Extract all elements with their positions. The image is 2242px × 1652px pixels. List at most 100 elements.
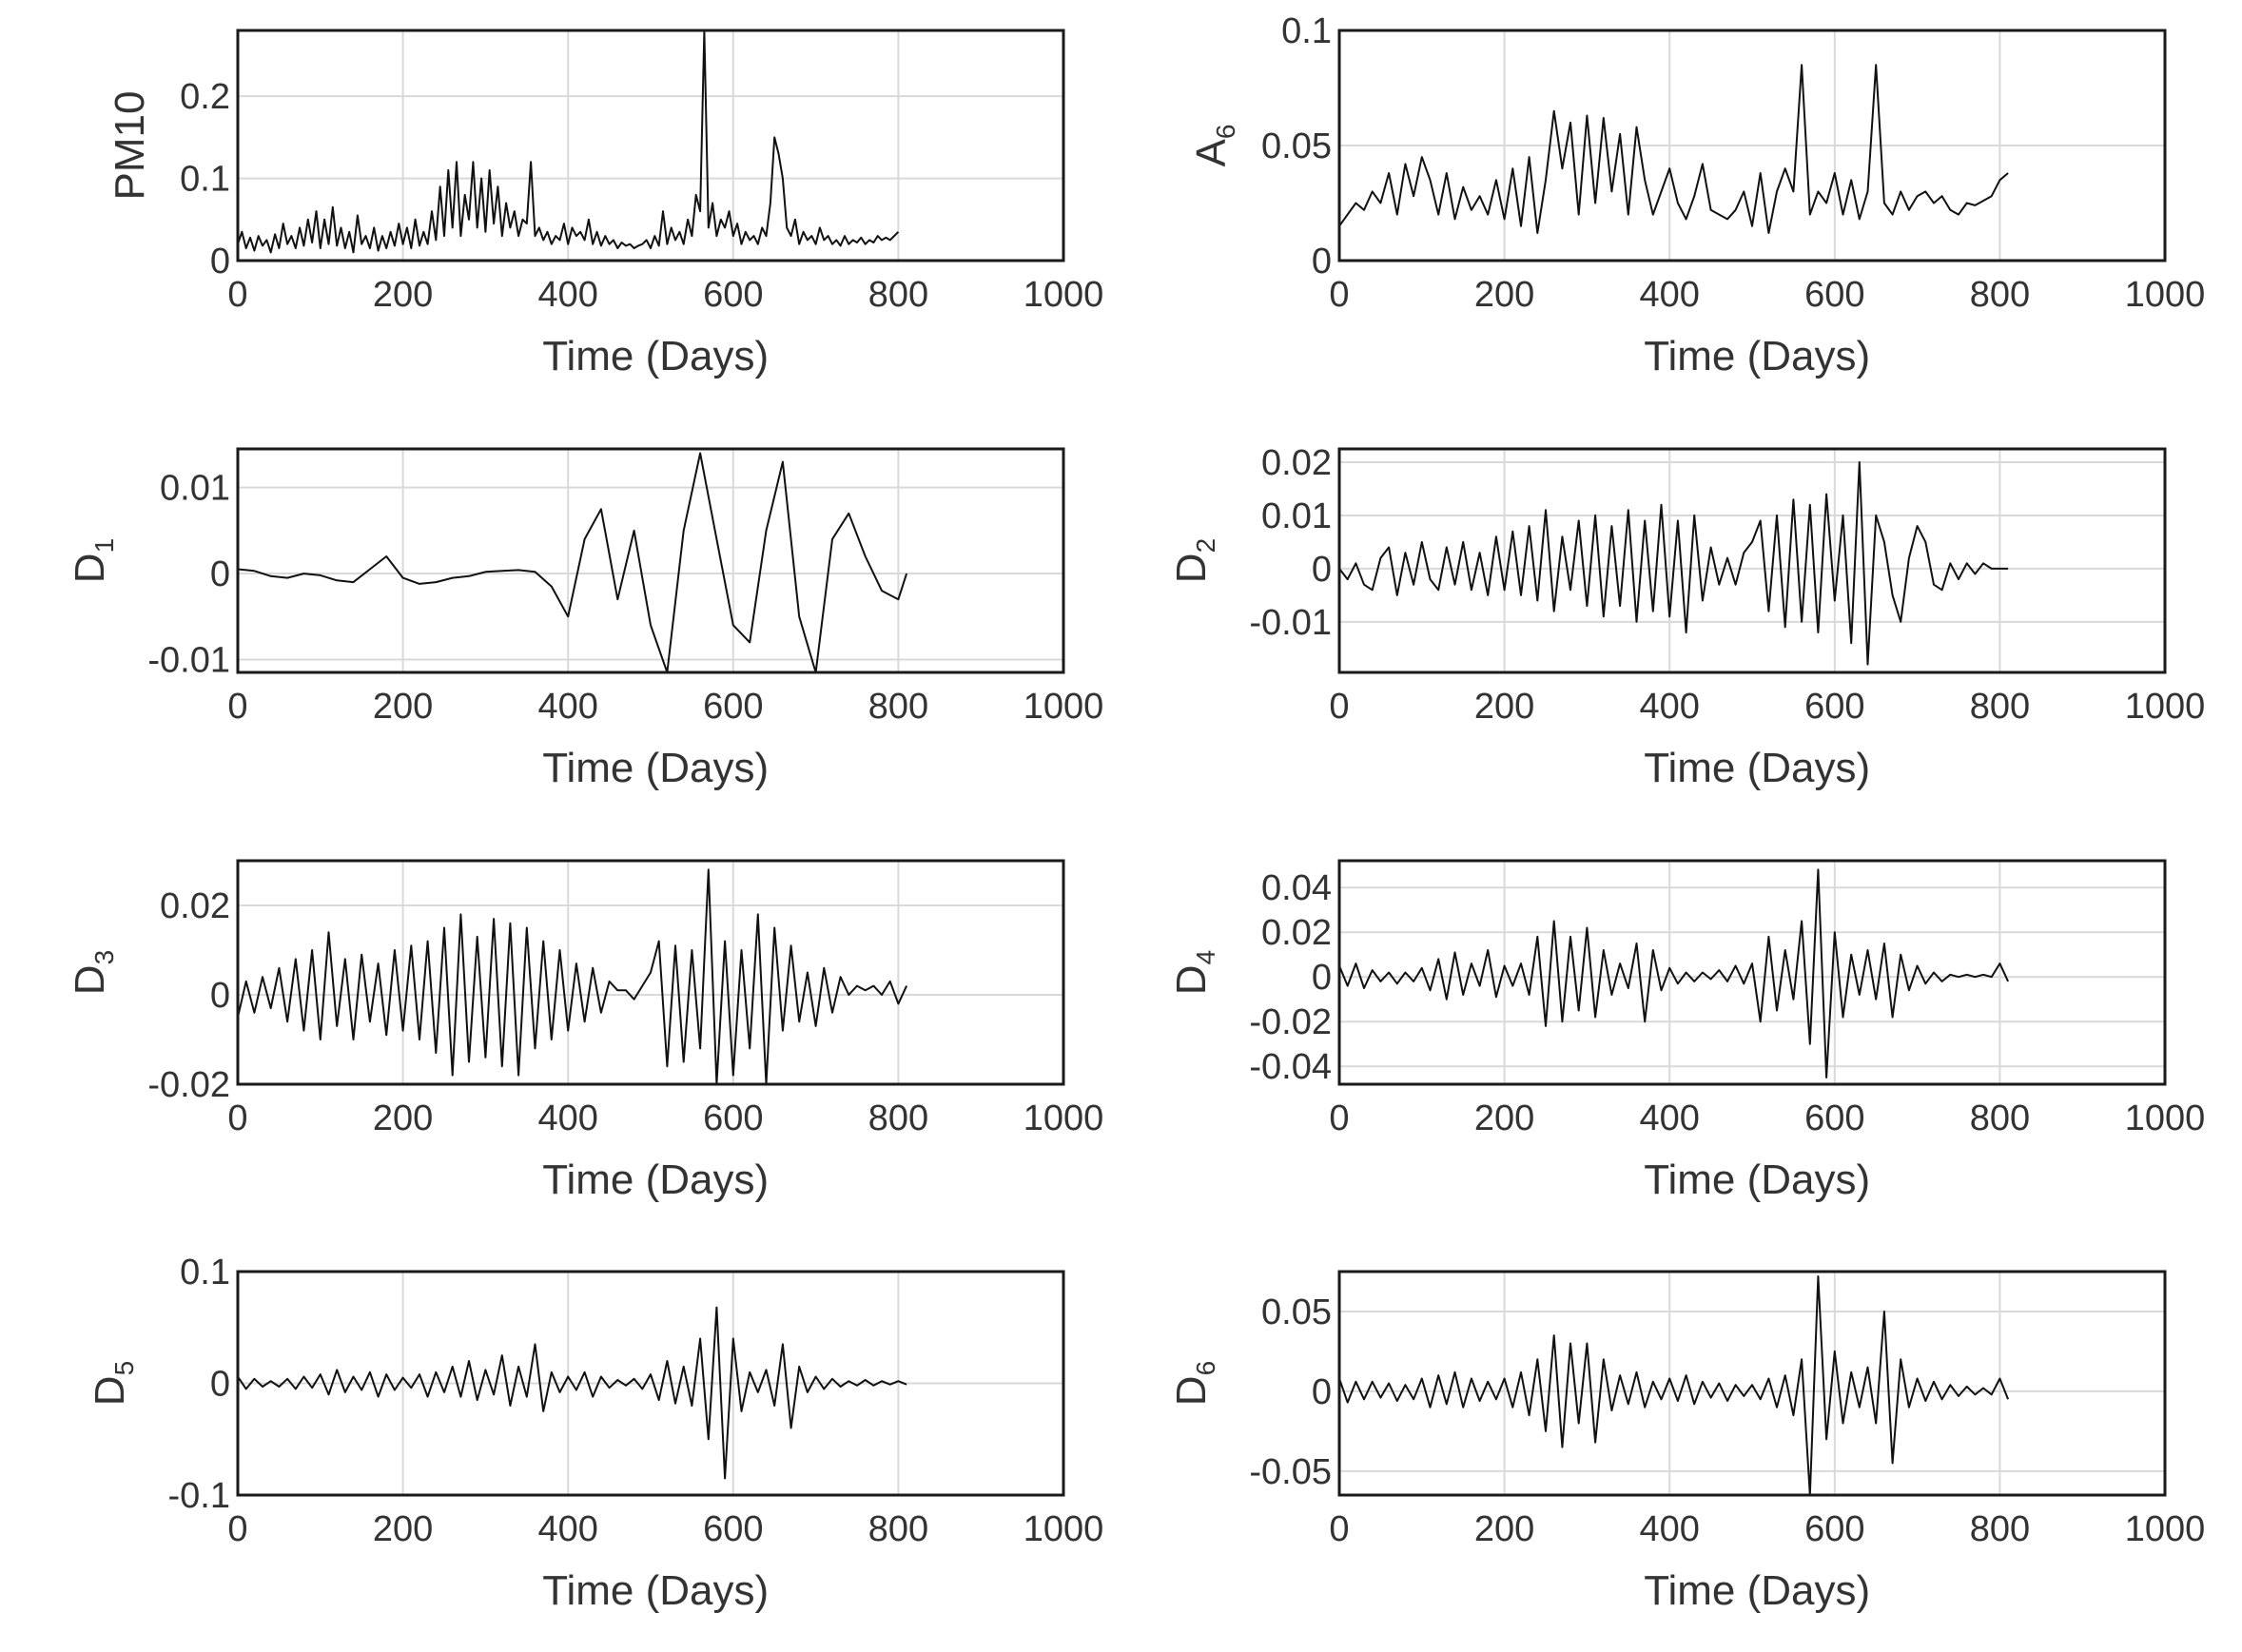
x-axis-label: Time (Days) — [1644, 1156, 1870, 1203]
x-tick-label: 0 — [1329, 1509, 1349, 1549]
series-line-d5 — [238, 1306, 907, 1480]
x-tick-label: 600 — [703, 275, 763, 315]
plot-frame — [236, 447, 1065, 674]
x-tick-label: 0 — [227, 687, 247, 727]
y-axis-label-subscript: 4 — [1191, 950, 1220, 965]
x-axis-label: Time (Days) — [542, 333, 769, 379]
x-tick-label: 1000 — [2125, 275, 2206, 315]
x-tick-label: 800 — [868, 275, 928, 315]
y-tick-label: 0.1 — [180, 160, 230, 200]
x-tick-label: 0 — [227, 1098, 247, 1138]
x-tick-label: 800 — [1970, 1098, 2030, 1138]
x-tick-label: 800 — [868, 1509, 928, 1549]
plot-frame — [236, 29, 1065, 262]
series-line-a6 — [1339, 64, 2009, 234]
y-axis-label: D5 — [87, 1361, 139, 1406]
y-tick-label: 0 — [1312, 550, 1332, 590]
series-line-d2 — [1339, 461, 2009, 666]
x-tick-label: 400 — [1639, 1098, 1699, 1138]
y-tick-label: 0 — [210, 242, 230, 282]
x-axis-label: Time (Days) — [542, 1156, 769, 1203]
x-tick-label: 0 — [227, 275, 247, 315]
x-tick-label: 800 — [868, 687, 928, 727]
x-tick-label: 200 — [373, 275, 433, 315]
x-axis-label: Time (Days) — [542, 745, 769, 791]
x-tick-label: 1000 — [1024, 1509, 1104, 1549]
x-tick-label: 400 — [537, 275, 597, 315]
y-tick-label: 0 — [210, 1365, 230, 1405]
x-tick-label: 400 — [537, 1098, 597, 1138]
series-line-pm10 — [238, 30, 900, 254]
x-tick-label: 1000 — [1024, 1098, 1104, 1138]
y-tick-label: 0.1 — [1281, 11, 1332, 51]
x-axis-label: Time (Days) — [1644, 333, 1870, 379]
y-tick-label: 0 — [210, 554, 230, 594]
y-axis-label-subscript: 2 — [1191, 538, 1220, 554]
x-tick-label: 400 — [537, 687, 597, 727]
x-tick-label: 1000 — [2125, 687, 2206, 727]
x-tick-label: 200 — [1474, 275, 1534, 315]
plot-frame — [1337, 447, 2167, 674]
x-tick-label: 1000 — [1024, 687, 1104, 727]
x-tick-label: 600 — [1804, 1098, 1864, 1138]
series-line-d6 — [1339, 1275, 2010, 1495]
plot-frame — [1337, 1270, 2167, 1497]
y-axis-label: PM10 — [107, 91, 153, 201]
x-tick-label: 1000 — [2125, 1098, 2206, 1138]
y-tick-label: 0.02 — [1261, 443, 1332, 483]
x-axis-label: Time (Days) — [1644, 1567, 1870, 1614]
plot-frame — [236, 1270, 1065, 1497]
x-tick-label: 0 — [227, 1509, 247, 1549]
y-tick-label: -0.05 — [1249, 1452, 1332, 1492]
x-tick-label: 800 — [868, 1098, 928, 1138]
y-tick-label: 0.04 — [1261, 868, 1332, 908]
panel-d4: 0 200 400 600 800 1000-0.04-0.0200.020.04Time… — [1168, 859, 2206, 1203]
x-tick-label: 400 — [1639, 687, 1699, 727]
x-tick-label: 200 — [1474, 1098, 1534, 1138]
y-axis-label-subscript: 3 — [89, 950, 119, 965]
x-tick-label: 600 — [703, 1098, 763, 1138]
x-tick-label: 400 — [1639, 1509, 1699, 1549]
y-tick-label: 0.05 — [1261, 126, 1332, 166]
x-tick-label: 800 — [1970, 1509, 2030, 1549]
y-tick-label: 0.05 — [1261, 1292, 1332, 1332]
x-tick-label: 400 — [537, 1509, 597, 1549]
y-tick-label: 0 — [1312, 958, 1332, 998]
y-tick-label: -0.04 — [1249, 1047, 1332, 1087]
y-axis-label-subscript: 1 — [89, 538, 119, 554]
x-tick-label: 0 — [1329, 1098, 1349, 1138]
y-tick-label: 0.01 — [1261, 496, 1332, 536]
y-tick-label: 0.01 — [160, 469, 230, 509]
x-tick-label: 200 — [373, 1509, 433, 1549]
series-line-d1 — [238, 452, 908, 672]
x-tick-label: 1000 — [1024, 275, 1104, 315]
panel-d2: 0 200 400 600 800 1000 -0.01 0 0.01 0.02 Time (Day… — [1168, 443, 2205, 791]
x-tick-label: 600 — [1804, 275, 1864, 315]
y-tick-label: -0.01 — [1249, 603, 1332, 643]
series-line-d3 — [238, 868, 908, 1084]
y-tick-label: 0.1 — [180, 1253, 230, 1292]
y-axis-label: D3 — [67, 950, 119, 995]
x-tick-label: 800 — [1970, 275, 2030, 315]
x-tick-label: 1000 — [2125, 1509, 2206, 1549]
y-tick-label: 0.02 — [1261, 913, 1332, 953]
x-tick-label: 600 — [1804, 687, 1864, 727]
x-tick-label: 200 — [1474, 687, 1534, 727]
y-tick-label: 0 — [210, 976, 230, 1016]
y-tick-label: -0.1 — [168, 1476, 230, 1516]
x-tick-label: 600 — [703, 1509, 763, 1549]
x-tick-label: 200 — [373, 1098, 433, 1138]
panel-a6: 0 200 400 600 800 1000 0 0.05 0.1 Time (Days) A6 — [1188, 11, 2205, 379]
y-tick-label: 0.2 — [180, 77, 230, 117]
x-tick-label: 200 — [1474, 1509, 1534, 1549]
plot-frame — [1337, 29, 2167, 262]
panel-pm10: 0 200 400 600 800 1000 0 0.1 0.2 Time (Days) PM10 — [107, 29, 1104, 379]
x-tick-label: 0 — [1329, 275, 1349, 315]
y-tick-label: 0 — [1312, 1372, 1332, 1412]
y-axis-label: A6 — [1188, 125, 1240, 167]
